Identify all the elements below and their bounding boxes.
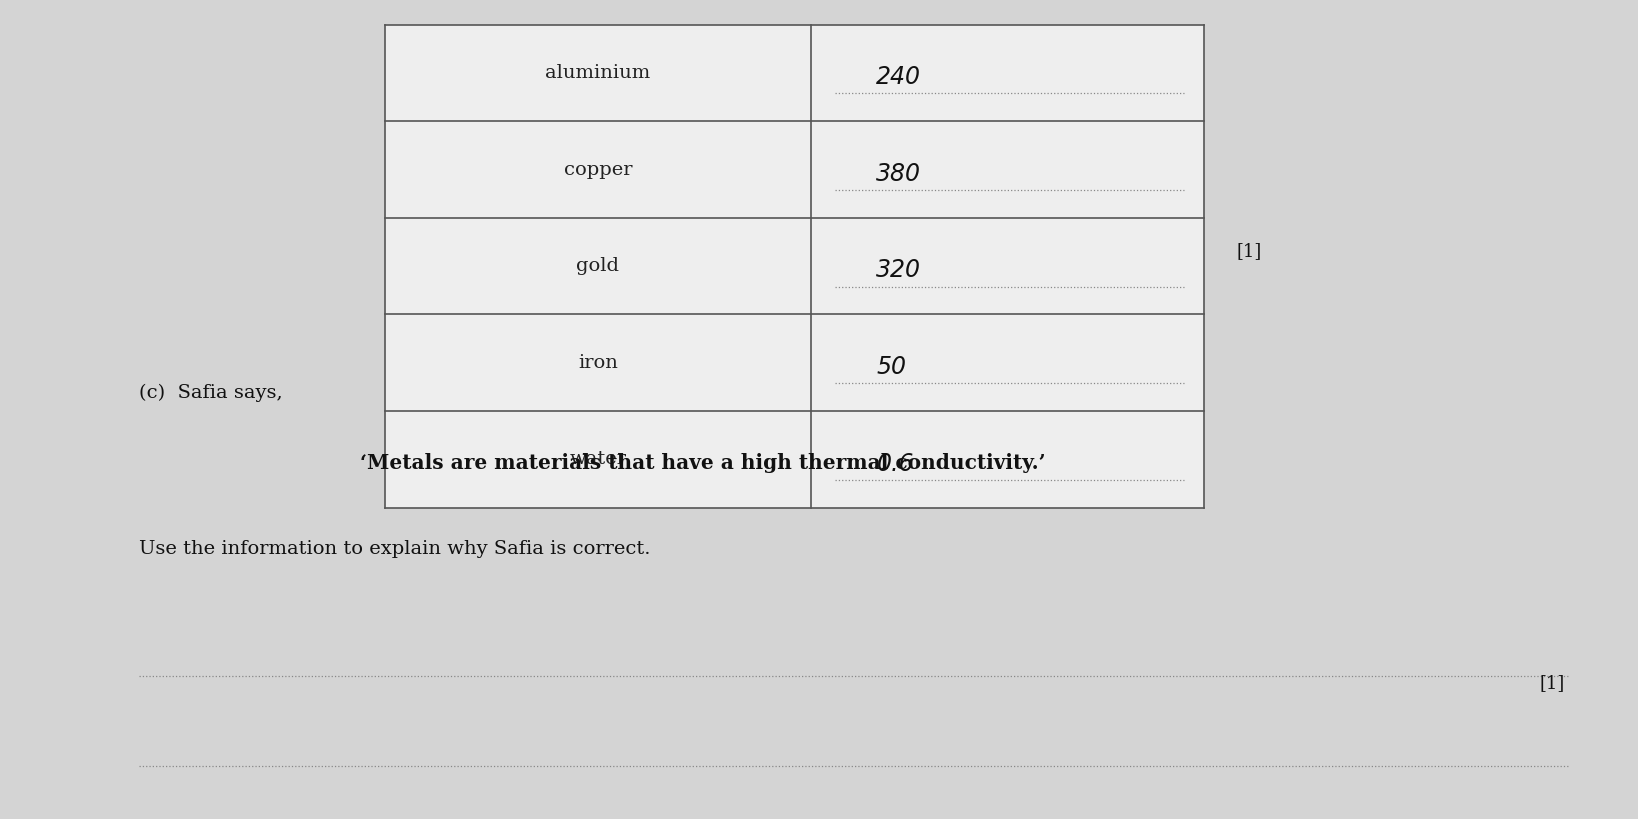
Text: ‘Metals are materials that have a high thermal conductivity.’: ‘Metals are materials that have a high t… — [360, 453, 1047, 473]
Text: (c)  Safia says,: (c) Safia says, — [139, 384, 283, 402]
Text: Use the information to explain why Safia is correct.: Use the information to explain why Safia… — [139, 540, 650, 558]
Text: gold: gold — [577, 257, 619, 275]
Text: water: water — [570, 450, 626, 468]
Text: [1]: [1] — [1237, 242, 1261, 260]
Text: 320: 320 — [876, 258, 921, 283]
Bar — [385, 25, 1204, 508]
Text: 50: 50 — [876, 355, 906, 379]
Text: 240: 240 — [876, 65, 921, 89]
Text: aluminium: aluminium — [545, 64, 650, 82]
Text: [1]: [1] — [1540, 674, 1564, 692]
Text: 0.6: 0.6 — [876, 451, 914, 476]
Text: 380: 380 — [876, 161, 921, 186]
Text: copper: copper — [563, 161, 632, 179]
Text: iron: iron — [578, 354, 618, 372]
